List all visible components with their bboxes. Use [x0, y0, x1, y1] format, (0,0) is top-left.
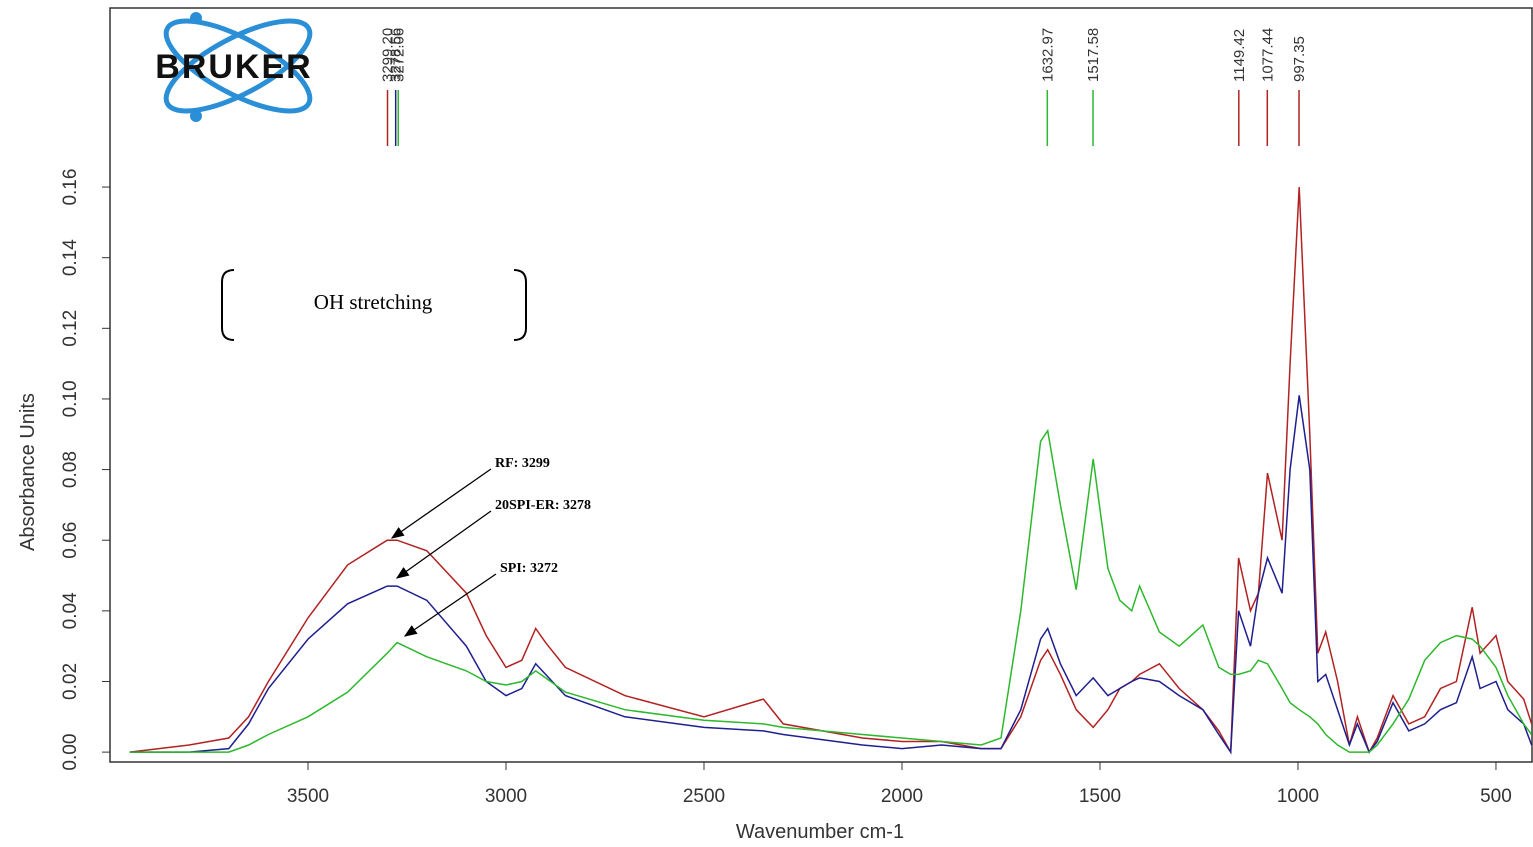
peak-label: 3272.06 — [390, 28, 407, 82]
y-tick-label: 0.04 — [60, 592, 81, 629]
annotation-arrow — [392, 469, 491, 538]
y-tick-label: 0.12 — [60, 310, 81, 347]
logo: BRUKER — [154, 4, 322, 129]
x-tick-label: 3500 — [287, 786, 329, 807]
annotation: RF: 3299 — [495, 456, 550, 471]
spectrum-line — [130, 187, 1532, 752]
y-tick-label: 0.06 — [60, 522, 81, 559]
chart: BRUKER Wavenumber cm-1 Absorbance Units … — [0, 0, 1533, 847]
x-tick-label: 2500 — [683, 786, 725, 807]
annotation: 20SPI-ER: 3278 — [495, 498, 591, 513]
annotation: OH stretching — [314, 290, 433, 314]
y-axis-title: Absorbance Units — [17, 393, 39, 551]
x-tick-label: 1000 — [1277, 786, 1319, 807]
logo-text: BRUKER — [155, 48, 312, 86]
bracket — [222, 270, 234, 340]
peak-label: 1149.42 — [1231, 29, 1248, 82]
peak-label: 1517.58 — [1085, 28, 1102, 82]
x-axis-title: Wavenumber cm-1 — [736, 821, 904, 843]
peak-label: 997.35 — [1291, 36, 1308, 82]
y-tick-label: 0.14 — [60, 239, 81, 276]
y-tick-label: 0.02 — [60, 663, 81, 700]
x-tick-label: 3000 — [485, 786, 527, 807]
peak-label: 1632.97 — [1039, 28, 1056, 82]
annotation: SPI: 3272 — [500, 561, 558, 576]
x-tick-label: 500 — [1480, 786, 1512, 807]
x-tick-label: 1500 — [1079, 786, 1121, 807]
y-tick-label: 0.00 — [60, 734, 81, 771]
bracket — [514, 270, 526, 340]
spectrum-line — [130, 431, 1532, 752]
y-tick-label: 0.16 — [60, 169, 81, 206]
y-tick-label: 0.08 — [60, 451, 81, 488]
y-tick-label: 0.10 — [60, 380, 81, 417]
peak-label: 1077.44 — [1259, 28, 1276, 82]
x-tick-label: 2000 — [881, 786, 923, 807]
